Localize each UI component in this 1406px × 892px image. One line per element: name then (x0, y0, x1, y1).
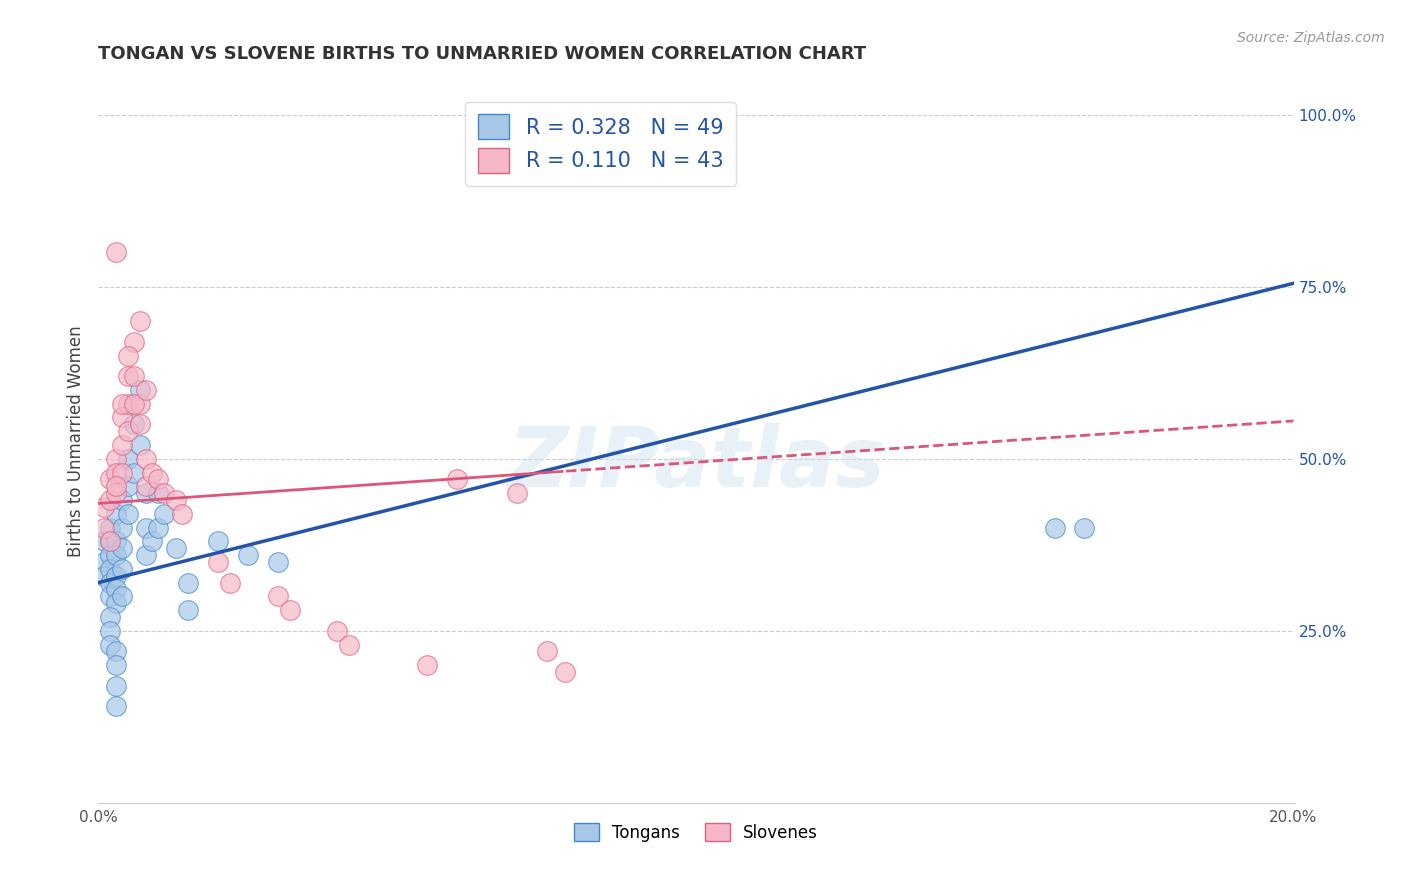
Point (129, 417, 152, 432)
Point (124, 369, 146, 384)
Point (98, 610, 122, 624)
Point (339, 638, 361, 652)
Point (98, 575, 122, 590)
Point (117, 349, 139, 363)
Point (141, 534, 163, 549)
Point (105, 466, 128, 480)
Point (129, 438, 152, 452)
Point (135, 451, 157, 466)
Point (124, 397, 146, 411)
Point (105, 507, 128, 521)
Point (98, 534, 122, 549)
Point (172, 507, 194, 521)
Point (117, 479, 139, 493)
Point (207, 555, 229, 569)
Point (105, 596, 128, 610)
Point (124, 334, 146, 349)
Point (105, 582, 128, 597)
Point (117, 397, 139, 411)
Point (105, 644, 128, 658)
Text: Source: ZipAtlas.com: Source: ZipAtlas.com (1237, 31, 1385, 45)
Point (111, 410, 134, 425)
Point (135, 486, 157, 500)
Point (98, 520, 122, 534)
Point (267, 555, 290, 569)
Point (124, 466, 146, 480)
Point (554, 665, 576, 679)
Point (148, 486, 170, 500)
Point (153, 486, 176, 500)
Point (105, 486, 128, 500)
Point (111, 466, 134, 480)
Point (111, 438, 134, 452)
Point (98, 493, 122, 508)
Point (111, 562, 134, 576)
Point (111, 493, 134, 508)
Point (117, 424, 139, 438)
Point (236, 548, 259, 562)
Point (1073, 520, 1095, 534)
Point (135, 479, 157, 493)
Point (536, 644, 558, 658)
Point (98, 548, 122, 562)
Point (105, 679, 128, 693)
Point (98, 472, 122, 486)
Point (129, 397, 152, 411)
Point (105, 658, 128, 673)
Point (93, 555, 115, 569)
Point (117, 507, 139, 521)
Point (177, 603, 200, 617)
Point (117, 451, 139, 466)
Point (506, 486, 529, 500)
Point (111, 541, 134, 556)
Point (124, 417, 146, 432)
Point (177, 575, 200, 590)
Point (135, 520, 157, 534)
Point (98, 590, 122, 604)
Point (165, 541, 187, 556)
Point (98, 562, 122, 576)
Point (111, 590, 134, 604)
Point (267, 590, 290, 604)
Point (98, 624, 122, 638)
Point (93, 520, 115, 534)
Point (105, 451, 128, 466)
Point (105, 568, 128, 582)
Point (98, 638, 122, 652)
Point (129, 314, 152, 328)
Point (117, 369, 139, 384)
Point (1043, 520, 1066, 534)
Point (105, 245, 128, 260)
Point (207, 534, 229, 549)
Point (219, 575, 242, 590)
Point (148, 472, 170, 486)
Point (111, 397, 134, 411)
Point (105, 534, 128, 549)
Point (105, 548, 128, 562)
Point (129, 383, 152, 397)
Point (141, 466, 163, 480)
Point (135, 548, 157, 562)
Point (105, 479, 128, 493)
Point (93, 500, 115, 514)
Point (148, 520, 170, 534)
Point (105, 699, 128, 714)
Point (135, 383, 157, 397)
Point (93, 568, 115, 582)
Point (326, 624, 349, 638)
Point (111, 520, 134, 534)
Point (446, 472, 468, 486)
Point (153, 507, 176, 521)
Point (416, 658, 439, 673)
Point (278, 603, 301, 617)
Text: ZIPatlas: ZIPatlas (508, 423, 884, 504)
Point (93, 534, 115, 549)
Text: TONGAN VS SLOVENE BIRTHS TO UNMARRIED WOMEN CORRELATION CHART: TONGAN VS SLOVENE BIRTHS TO UNMARRIED WO… (98, 45, 866, 63)
Point (98, 534, 122, 549)
Point (165, 493, 187, 508)
Y-axis label: Births to Unmarried Women: Births to Unmarried Women (66, 326, 84, 558)
Legend: Tongans, Slovenes: Tongans, Slovenes (567, 817, 825, 848)
